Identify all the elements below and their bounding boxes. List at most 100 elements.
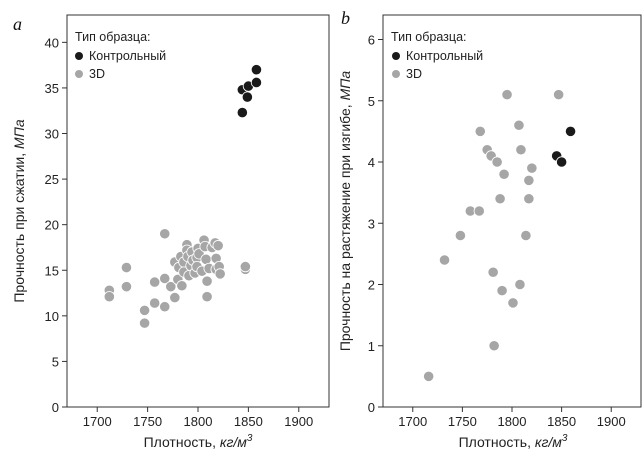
x-axis-label-a-unit: кг/м (220, 434, 247, 450)
point-a-control-5 (236, 106, 248, 119)
points-b (423, 89, 577, 382)
point-a-3d-4 (138, 304, 151, 316)
x-tick-label-a-3: 1850 (234, 414, 263, 429)
y-tick-label-b-5: 5 (368, 94, 375, 109)
point-a-3d-13 (169, 292, 181, 304)
legend-swatch-b-0 (392, 52, 400, 60)
point-b-3d-20 (523, 174, 535, 186)
point-b-3d-11 (494, 193, 506, 205)
point-a-3d-5 (138, 317, 151, 329)
point-b-3d-9 (488, 340, 500, 352)
legend-title-b: Тип образца: (391, 30, 467, 44)
point-b-3d-14 (501, 89, 513, 101)
point-b-3d-15 (507, 297, 519, 309)
point-a-3d-43 (212, 240, 224, 252)
x-axis-label-a-text: Плотность, (144, 434, 220, 450)
x-tick-label-b-4: 1900 (597, 414, 626, 429)
point-b-control-2 (564, 125, 577, 137)
y-tick-label-b-0: 0 (368, 400, 375, 415)
point-a-3d-1 (103, 291, 115, 303)
legend-label-a-1: 3D (89, 67, 105, 81)
y-tick-label-a-3: 15 (45, 263, 59, 278)
point-a-control-3 (241, 91, 253, 103)
panel-label-b: b (341, 8, 350, 28)
y-tick-label-a-8: 40 (45, 35, 59, 50)
x-tick-label-b-3: 1850 (547, 414, 576, 429)
point-b-3d-5 (474, 125, 486, 137)
y-tick-label-a-1: 5 (52, 354, 59, 369)
point-b-3d-8 (487, 266, 499, 278)
x-axis-label-b: Плотность, кг/м3 (459, 433, 568, 450)
legend-b: Тип образца: Контрольный 3D (391, 30, 483, 81)
y-tick-label-b-1: 1 (368, 339, 375, 354)
panel-label-a: a (13, 14, 22, 34)
point-b-3d-12 (496, 285, 508, 297)
y-axis-label-b: Прочность на растяжение при изгибе, МПа (337, 71, 353, 352)
point-b-3d-10 (491, 156, 503, 168)
point-a-3d-17 (176, 280, 188, 292)
panel-b: b 0 1 2 3 4 5 6 1700 1750 1800 1850 1900 Плотность… (337, 8, 642, 450)
legend-swatch-a-1 (75, 70, 83, 78)
point-a-3d-45 (214, 268, 226, 280)
y-tick-label-a-0: 0 (52, 400, 59, 415)
y-tick-label-a-5: 25 (45, 172, 59, 187)
x-ticks-a: 1700 1750 1800 1850 1900 (83, 407, 313, 429)
x-tick-label-a-2: 1800 (184, 414, 213, 429)
x-tick-label-b-0: 1700 (398, 414, 427, 429)
point-b-3d-18 (515, 144, 527, 156)
point-b-3d-21 (523, 193, 535, 205)
y-tick-label-b-4: 4 (368, 155, 375, 170)
point-b-3d-0 (423, 370, 435, 382)
x-ticks-b: 1700 1750 1800 1850 1900 (398, 407, 626, 429)
point-b-3d-1 (438, 254, 451, 266)
legend-label-b-1: 3D (406, 67, 422, 81)
y-ticks-a: 0 5 10 15 20 25 30 35 40 (45, 35, 67, 415)
y-tick-label-a-2: 10 (45, 309, 59, 324)
y-tick-label-b-2: 2 (368, 278, 375, 293)
y-axis-label-a: Прочность при сжатии, МПа (11, 119, 27, 302)
point-a-3d-47 (239, 261, 251, 273)
point-a-3d-37 (201, 291, 213, 303)
point-a-3d-7 (149, 297, 161, 309)
x-tick-label-a-4: 1900 (284, 414, 313, 429)
legend-label-b-0: Контрольный (406, 49, 483, 63)
point-b-3d-2 (454, 229, 466, 242)
plot-frame-a (66, 14, 330, 408)
y-tick-label-a-4: 20 (45, 218, 59, 233)
y-tick-label-a-6: 30 (45, 127, 59, 142)
legend-title-a: Тип образца: (75, 30, 151, 44)
point-b-3d-16 (513, 119, 525, 131)
point-b-3d-19 (520, 229, 532, 242)
point-a-3d-3 (120, 281, 133, 293)
point-a-3d-2 (120, 261, 133, 274)
y-axis-label-b-text: Прочность на растяжение при изгибе, (337, 100, 353, 351)
y-ticks-b: 0 1 2 3 4 5 6 (368, 33, 383, 415)
point-a-3d-36 (201, 275, 213, 287)
legend-a: Тип образца: Контрольный 3D (75, 30, 166, 81)
point-a-control-2 (250, 64, 263, 76)
x-tick-label-a-1: 1750 (133, 414, 162, 429)
x-axis-label-b-sup: 3 (562, 433, 568, 444)
x-tick-label-b-2: 1800 (498, 414, 527, 429)
legend-swatch-b-1 (392, 70, 400, 78)
y-tick-label-a-7: 35 (45, 81, 59, 96)
point-b-3d-13 (498, 168, 510, 180)
points-a (103, 64, 263, 329)
point-a-3d-8 (159, 228, 171, 240)
point-b-3d-23 (553, 89, 565, 101)
point-a-3d-9 (159, 272, 171, 285)
point-b-3d-22 (526, 162, 538, 174)
y-tick-label-b-6: 6 (368, 33, 375, 48)
x-axis-label-a-sup: 3 (247, 433, 253, 444)
point-b-3d-4 (473, 205, 485, 217)
x-tick-label-b-1: 1750 (448, 414, 477, 429)
x-axis-label-b-unit: кг/м (535, 434, 562, 450)
point-b-3d-17 (514, 278, 526, 291)
x-tick-label-a-0: 1700 (83, 414, 112, 429)
x-axis-label-a: Плотность, кг/м3 (144, 433, 253, 450)
y-axis-label-b-unit: МПа (337, 71, 353, 101)
y-axis-label-a-text: Прочность при сжатии, (11, 149, 27, 303)
point-b-control-1 (556, 156, 568, 168)
